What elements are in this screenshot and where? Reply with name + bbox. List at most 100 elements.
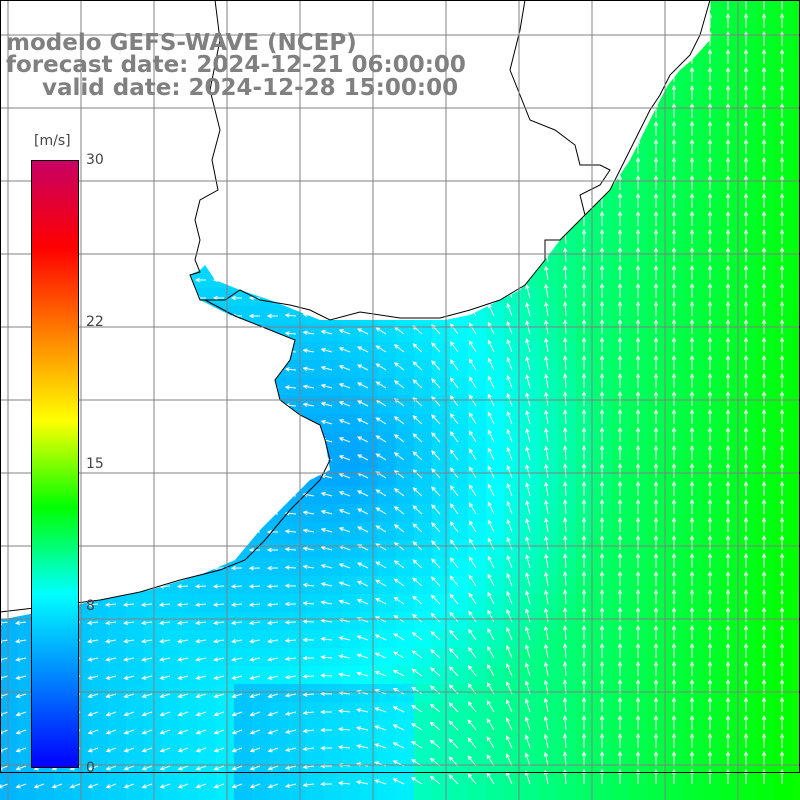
wind-arrow [506,554,513,569]
wind-arrow [123,657,135,662]
wind-speed-cell [360,396,379,415]
wind-arrow [159,638,171,644]
wind-arrow [357,436,369,443]
wind-speed-cell [558,522,577,541]
wind-speed-cell [0,720,19,739]
wind-arrow [671,102,677,118]
wind-speed-cell [216,648,235,667]
wind-speed-cell [558,612,577,631]
wind-arrow [761,732,767,748]
wind-arrow [671,660,677,676]
wind-speed-cell [432,378,451,397]
wind-arrow [725,642,731,658]
wind-speed-cell [612,702,631,721]
wind-arrow [635,588,641,604]
wind-arrow [562,571,568,587]
wind-speed-cell [288,792,307,800]
wind-arrow [635,570,641,586]
wind-arrow [653,498,659,514]
wind-speed-cell [702,522,721,541]
wind-arrow [707,66,713,82]
wind-arrow [671,570,677,586]
wind-arrow [412,559,423,569]
wind-speed-cell [450,720,469,739]
wind-arrow [248,602,261,607]
wind-speed-cell [468,558,487,577]
wind-speed-cell [648,126,667,145]
wind-speed-cell [684,432,703,451]
wind-speed-cell [414,504,433,523]
wind-speed-cell [648,162,667,181]
wind-speed-cell [522,378,541,397]
wind-arrow [506,464,513,479]
wind-speed-cell [666,414,685,433]
wind-speed-cell [522,738,541,757]
wind-speed-cell [126,702,145,721]
wind-arrow [285,747,297,752]
wind-arrow [671,84,677,100]
wind-arrow [781,0,783,10]
wind-arrow [635,714,641,730]
wind-arrow [761,102,767,118]
wind-speed-cell [396,720,415,739]
wind-speed-cell [720,522,739,541]
wind-arrow [468,322,477,335]
wind-arrow [707,84,713,100]
wind-arrow [761,84,767,100]
wind-speed-cell [360,378,379,397]
wind-speed-cell [414,666,433,685]
wind-arrow [653,120,659,136]
wind-arrow [543,733,549,749]
colorbar-tick-label: 15 [86,456,104,472]
wind-arrow [725,408,731,424]
wind-arrow [689,354,695,370]
wind-speed-cell [558,720,577,739]
wind-speed-cell [594,324,613,343]
wind-arrow [141,765,153,771]
wind-speed-cell [90,648,109,667]
wind-arrow [249,638,261,644]
wind-arrow [544,283,549,299]
wind-arrow [357,382,369,389]
wind-speed-cell [36,774,55,793]
wind-speed-cell [342,522,361,541]
wind-arrow [195,765,207,771]
wind-arrow [544,499,549,515]
wind-arrow [544,571,549,587]
wind-speed-cell [504,558,523,577]
wind-arrow [671,264,677,280]
wind-speed-cell [792,270,800,289]
wind-speed-cell [774,270,793,289]
wind-arrow [653,156,659,172]
wind-speed-cell [306,702,325,721]
wind-arrow [779,570,785,586]
wind-speed-cell [576,252,595,271]
wind-arrow [249,657,261,662]
wind-speed-cell [396,666,415,685]
wind-speed-cell [648,648,667,667]
wind-arrow [763,0,765,10]
wind-arrow [524,662,531,677]
wind-speed-cell [738,234,757,253]
wind-speed-cell [540,720,559,739]
wind-arrow [743,66,749,82]
wind-speed-cell [432,468,451,487]
wind-speed-cell [630,378,649,397]
wind-arrow [338,365,351,371]
wind-speed-cell [612,666,631,685]
wind-speed-cell [504,540,523,559]
wind-speed-cell [756,54,775,73]
wind-arrow [141,638,153,644]
wind-speed-cell [144,702,163,721]
wind-arrow [599,264,605,280]
wind-arrow [285,783,297,788]
wind-arrow [562,553,568,569]
wind-speed-cell [576,720,595,739]
wind-arrow [467,719,477,731]
wind-arrow [779,156,785,172]
wind-speed-cell [738,594,757,613]
wind-arrow [468,502,477,515]
wind-arrow [581,300,587,316]
wind-speed-cell [432,792,451,800]
wind-speed-cell [558,486,577,505]
